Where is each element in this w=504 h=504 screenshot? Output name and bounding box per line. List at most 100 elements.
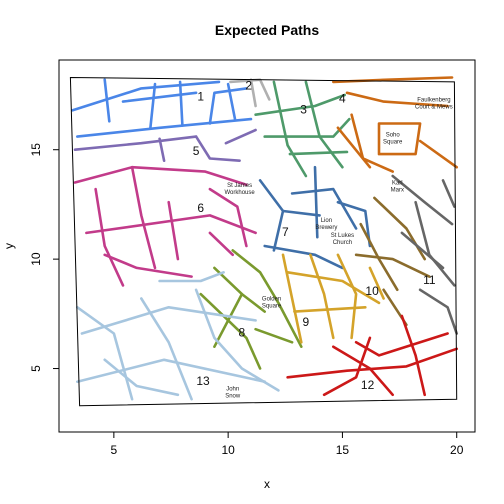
street-path xyxy=(290,187,358,230)
street-path xyxy=(263,117,351,138)
street-path xyxy=(103,253,193,278)
street-path xyxy=(288,150,349,156)
landmark-label: Faulkenberg Court & Mews xyxy=(415,98,453,111)
street-path xyxy=(322,336,372,397)
y-axis: 5 10 15 xyxy=(29,143,60,372)
street-path xyxy=(377,122,422,156)
region-number-10: 10 xyxy=(365,284,379,298)
chart-title: Expected Paths xyxy=(215,22,319,38)
region-1-paths xyxy=(71,78,253,138)
street-path xyxy=(149,82,157,130)
street-path xyxy=(76,358,267,384)
street-path xyxy=(331,345,395,397)
street-path xyxy=(281,209,321,217)
street-path xyxy=(73,165,248,186)
region-11-paths xyxy=(391,174,459,335)
region-number-2: 2 xyxy=(245,78,252,92)
street-path xyxy=(231,249,303,349)
street-path xyxy=(76,117,253,138)
street-path xyxy=(336,253,358,340)
region-number-13: 13 xyxy=(196,374,210,388)
x-tick-label: 10 xyxy=(221,443,235,457)
landmark-label: John Snow xyxy=(225,386,241,399)
x-tick-label: 20 xyxy=(450,443,464,457)
region-number-12: 12 xyxy=(361,378,375,392)
street-path xyxy=(213,292,244,349)
street-path xyxy=(354,253,431,278)
region-7-paths xyxy=(258,165,372,270)
street-path xyxy=(281,253,303,344)
street-path xyxy=(208,87,248,125)
landmark-labels: Faulkenberg Court & Mews Soho Square St Jame… xyxy=(224,98,452,400)
street-network xyxy=(71,76,459,401)
street-path xyxy=(254,327,294,344)
region-13-paths xyxy=(76,270,280,401)
street-path xyxy=(224,128,257,145)
street-path xyxy=(121,91,198,103)
street-path xyxy=(140,297,193,401)
region-number-11: 11 xyxy=(423,273,436,287)
landmark-label: Soho Square xyxy=(383,133,403,146)
street-path xyxy=(309,253,335,340)
region-number-5: 5 xyxy=(193,144,200,158)
x-tick-label: 15 xyxy=(336,443,350,457)
map-boundary xyxy=(69,76,458,407)
y-tick-label: 10 xyxy=(29,252,43,266)
x-axis: 5 10 15 20 xyxy=(111,431,464,457)
landmark-label: Karl Marx xyxy=(391,181,404,194)
region-9-paths xyxy=(281,253,385,344)
region-number-3: 3 xyxy=(300,102,307,116)
street-path xyxy=(158,270,225,283)
x-axis-label: x xyxy=(264,477,270,491)
x-tick-label: 5 xyxy=(111,443,118,457)
street-path xyxy=(194,288,280,392)
region-12-paths xyxy=(286,314,459,397)
street-path xyxy=(441,179,456,208)
street-path xyxy=(194,135,241,162)
street-path xyxy=(359,222,399,292)
region-number-6: 6 xyxy=(197,201,204,215)
region-5-paths xyxy=(73,128,257,162)
street-path xyxy=(313,165,319,239)
street-path xyxy=(354,332,449,357)
region-3-paths xyxy=(254,80,351,178)
street-path xyxy=(400,314,427,397)
street-path xyxy=(85,214,257,235)
street-path xyxy=(208,187,248,248)
y-axis-label: y xyxy=(2,243,16,249)
street-path xyxy=(208,231,234,257)
street-path xyxy=(254,93,347,116)
region-8-paths xyxy=(199,249,303,370)
street-path xyxy=(71,80,221,112)
street-path xyxy=(373,196,427,261)
region-number-8: 8 xyxy=(239,326,246,340)
street-path xyxy=(94,187,125,287)
street-path xyxy=(80,305,257,335)
street-path xyxy=(368,266,385,300)
street-path xyxy=(249,78,257,108)
street-path xyxy=(258,179,285,252)
street-path xyxy=(73,135,198,151)
landmark-label: Golden Square xyxy=(262,297,282,310)
landmark-label: St James Workhouse xyxy=(224,183,255,196)
street-path xyxy=(286,270,381,305)
street-path xyxy=(400,231,445,270)
region-number-9: 9 xyxy=(303,315,310,329)
street-path xyxy=(336,200,372,248)
region-4-paths xyxy=(331,76,459,173)
street-path xyxy=(418,288,459,335)
street-path xyxy=(130,165,157,270)
region-number-4: 4 xyxy=(339,92,346,106)
region-number-7: 7 xyxy=(282,225,289,239)
landmark-label: Lion Brewery xyxy=(315,218,337,231)
street-path xyxy=(391,174,454,226)
street-path xyxy=(158,137,166,162)
street-path xyxy=(345,91,449,108)
street-path xyxy=(226,82,237,121)
street-path xyxy=(178,80,184,127)
region-number-1: 1 xyxy=(197,89,204,103)
street-path xyxy=(167,200,180,261)
landmark-label: St Lukes Church xyxy=(331,233,354,246)
